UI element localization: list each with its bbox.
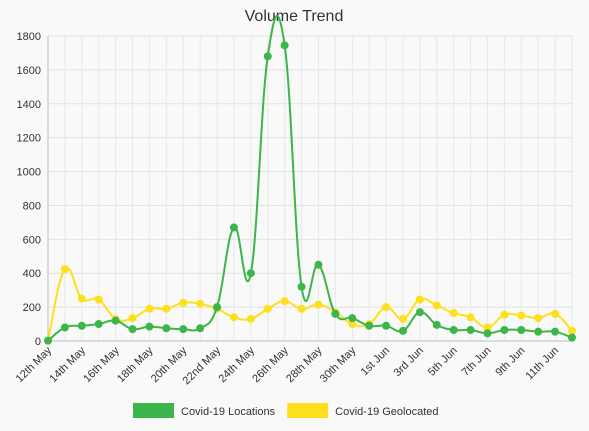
data-point-covid-19-locations[interactable]	[44, 336, 52, 345]
x-tick-label: 5th Jun	[426, 345, 460, 379]
data-point-covid-19-geolocated[interactable]	[314, 300, 323, 309]
data-point-covid-19-geolocated[interactable]	[432, 301, 441, 310]
data-point-covid-19-locations[interactable]	[60, 323, 69, 332]
data-point-covid-19-locations[interactable]	[568, 333, 576, 342]
x-tick-label: 11th Jun	[523, 345, 561, 383]
data-point-covid-19-locations[interactable]	[517, 325, 526, 334]
x-tick-label: 1st Jun	[359, 345, 393, 379]
data-point-covid-19-geolocated[interactable]	[145, 304, 154, 313]
legend-swatch-covid-19-locations[interactable]	[133, 403, 174, 418]
data-point-covid-19-locations[interactable]	[77, 321, 86, 330]
data-point-covid-19-locations[interactable]	[263, 52, 272, 61]
legend-swatch-covid-19-geolocated[interactable]	[287, 403, 329, 418]
legend-label-covid-19-locations[interactable]: Covid-19 Locations	[181, 406, 276, 418]
data-point-covid-19-locations[interactable]	[382, 321, 391, 330]
data-point-covid-19-geolocated[interactable]	[466, 313, 475, 322]
x-tick-label: 18th May	[115, 344, 156, 385]
data-point-covid-19-geolocated[interactable]	[297, 304, 306, 313]
data-point-covid-19-locations[interactable]	[111, 316, 120, 325]
x-tick-label: 28th May	[284, 344, 325, 385]
data-point-covid-19-locations[interactable]	[280, 41, 289, 50]
legend-label-covid-19-geolocated[interactable]: Covid-19 Geolocated	[335, 406, 438, 418]
data-point-covid-19-locations[interactable]	[500, 325, 509, 334]
data-point-covid-19-geolocated[interactable]	[382, 303, 391, 312]
data-point-covid-19-geolocated[interactable]	[534, 314, 543, 323]
series-line-covid-19-locations	[47, 14, 573, 342]
data-point-covid-19-geolocated[interactable]	[483, 323, 492, 332]
data-point-covid-19-locations[interactable]	[246, 269, 255, 278]
data-point-covid-19-geolocated[interactable]	[229, 313, 238, 322]
data-point-covid-19-locations[interactable]	[128, 325, 137, 334]
data-point-covid-19-geolocated[interactable]	[246, 314, 255, 323]
data-point-covid-19-geolocated[interactable]	[196, 299, 205, 308]
data-point-covid-19-geolocated[interactable]	[128, 314, 137, 323]
data-point-covid-19-locations[interactable]	[314, 260, 323, 269]
data-point-covid-19-locations[interactable]	[398, 326, 407, 335]
y-tick-label: 1000	[17, 167, 41, 179]
data-point-covid-19-geolocated[interactable]	[398, 314, 407, 323]
data-point-covid-19-locations[interactable]	[365, 321, 374, 330]
plot-area	[44, 14, 576, 345]
y-tick-label: 600	[23, 234, 41, 246]
data-point-covid-19-locations[interactable]	[145, 322, 154, 331]
data-point-covid-19-locations[interactable]	[449, 325, 458, 334]
y-tick-label: 1400	[17, 99, 41, 111]
data-point-covid-19-locations[interactable]	[551, 327, 560, 336]
data-point-covid-19-geolocated[interactable]	[348, 320, 357, 329]
data-point-covid-19-locations[interactable]	[94, 320, 103, 329]
y-tick-label: 0	[35, 336, 41, 348]
data-point-covid-19-locations[interactable]	[297, 282, 306, 291]
chart-title: Volume Trend	[245, 8, 344, 25]
data-point-covid-19-locations[interactable]	[483, 329, 492, 338]
x-tick-label: 30th May	[318, 344, 359, 385]
y-axis: 0 200 400 600 800 1000 1200 1400 1600 1800	[17, 31, 41, 348]
data-point-covid-19-geolocated[interactable]	[263, 304, 272, 313]
gridlines	[47, 35, 573, 342]
data-point-covid-19-geolocated[interactable]	[449, 309, 458, 318]
y-tick-label: 400	[23, 268, 41, 280]
data-point-covid-19-locations[interactable]	[432, 320, 441, 329]
data-point-covid-19-locations[interactable]	[466, 325, 475, 334]
data-point-covid-19-geolocated[interactable]	[162, 304, 171, 313]
x-tick-label: 7th Jun	[460, 345, 494, 379]
data-point-covid-19-geolocated[interactable]	[551, 309, 560, 318]
data-point-covid-19-geolocated[interactable]	[60, 264, 69, 273]
data-point-covid-19-geolocated[interactable]	[517, 311, 526, 320]
data-point-covid-19-geolocated[interactable]	[94, 295, 103, 304]
y-tick-label: 1600	[17, 65, 41, 77]
data-point-covid-19-geolocated[interactable]	[568, 326, 576, 335]
data-point-covid-19-locations[interactable]	[415, 308, 424, 317]
y-tick-label: 1200	[17, 133, 41, 145]
data-point-covid-19-geolocated[interactable]	[280, 297, 289, 306]
x-tick-label: 12th May	[14, 344, 55, 385]
x-tick-label: 24th May	[216, 344, 257, 385]
data-point-covid-19-geolocated[interactable]	[500, 310, 509, 319]
x-tick-label: 14th May	[47, 344, 88, 385]
y-tick-label: 800	[23, 200, 41, 212]
data-point-covid-19-locations[interactable]	[331, 309, 340, 318]
x-tick-label: 3rd Jun	[392, 345, 426, 379]
legend[interactable]: Covid-19 Locations Covid-19 Geolocated	[133, 403, 439, 418]
data-point-covid-19-geolocated[interactable]	[415, 295, 424, 304]
data-point-covid-19-geolocated[interactable]	[179, 298, 188, 307]
y-tick-label: 200	[23, 302, 41, 314]
x-tick-label: 16th May	[81, 344, 122, 385]
data-point-covid-19-locations[interactable]	[348, 314, 357, 323]
data-point-covid-19-locations[interactable]	[179, 325, 188, 334]
data-point-covid-19-locations[interactable]	[534, 327, 543, 336]
x-tick-label: 9th Jun	[493, 345, 527, 379]
data-point-covid-19-locations[interactable]	[213, 303, 222, 312]
series-line-covid-19-geolocated	[47, 266, 573, 341]
y-tick-label: 1800	[17, 31, 41, 43]
data-point-covid-19-locations[interactable]	[229, 223, 238, 232]
data-point-covid-19-locations[interactable]	[162, 324, 171, 333]
data-point-covid-19-geolocated[interactable]	[77, 294, 86, 303]
data-point-covid-19-locations[interactable]	[196, 324, 205, 333]
x-tick-label: 26th May	[250, 344, 291, 385]
